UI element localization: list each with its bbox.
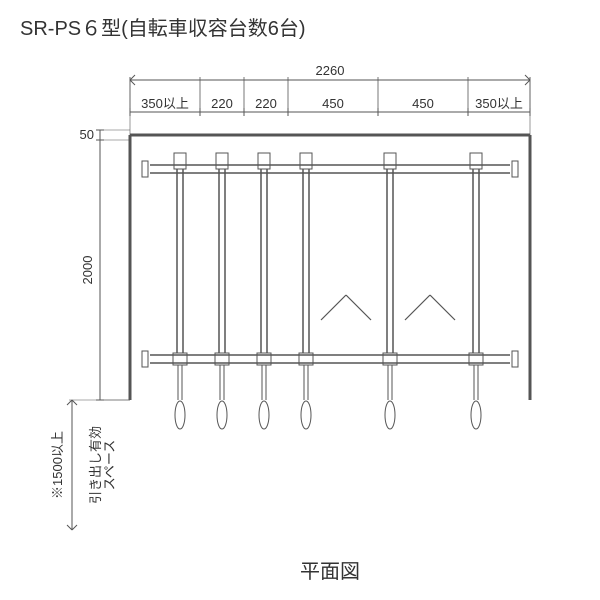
svg-text:50: 50: [80, 127, 94, 142]
svg-text:2260: 2260: [316, 63, 345, 78]
plan-drawing: 2260 350以上 220 220 450 450 350以上 50 2000 ※1500以上 引…: [0, 0, 600, 600]
svg-text:※1500以上: ※1500以上: [50, 431, 65, 499]
svg-text:220: 220: [255, 96, 277, 111]
svg-text:350以上: 350以上: [475, 96, 523, 111]
svg-text:220: 220: [211, 96, 233, 111]
svg-text:引き出し有効スペース: 引き出し有効スペース: [88, 426, 117, 504]
svg-text:450: 450: [412, 96, 434, 111]
diagram-caption: 平面図: [300, 555, 360, 584]
diagram-title: SR-PS６型(自転車収容台数6台): [20, 12, 306, 41]
svg-text:350以上: 350以上: [141, 96, 189, 111]
svg-text:450: 450: [322, 96, 344, 111]
svg-text:2000: 2000: [80, 256, 95, 285]
